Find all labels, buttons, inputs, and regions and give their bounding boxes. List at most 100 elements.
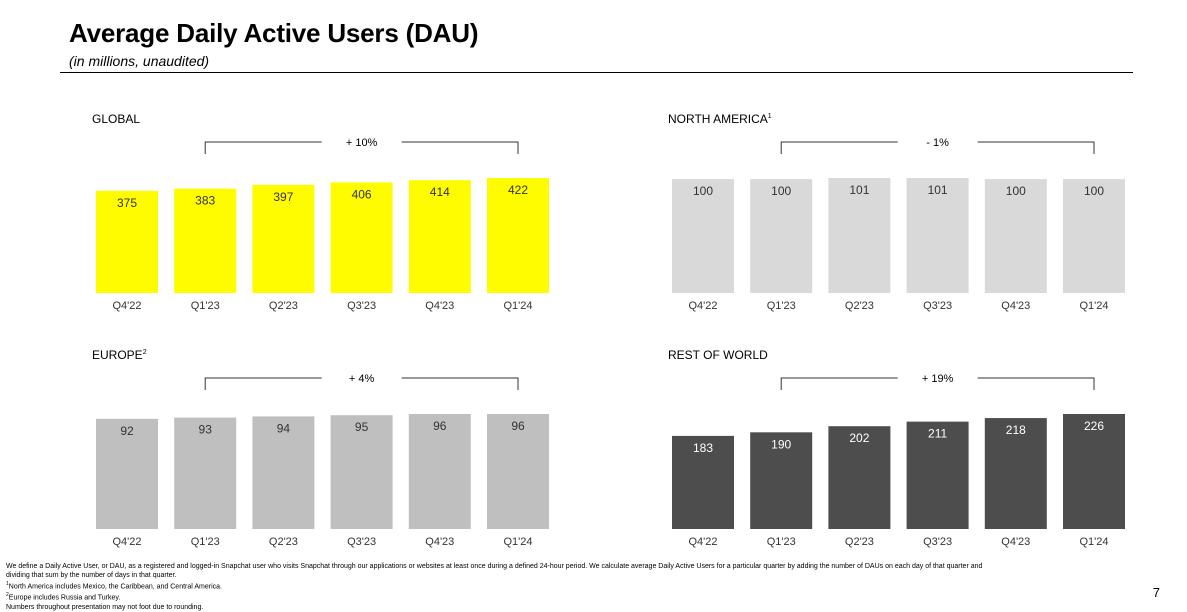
bar [252, 184, 315, 293]
bar [906, 178, 969, 293]
x-tick-label: Q4'23 [1001, 536, 1030, 548]
footnote-1-mark: 1 [6, 581, 9, 587]
bar [487, 178, 549, 293]
chart-title-text: GLOBAL [92, 112, 141, 126]
bar [1063, 179, 1125, 293]
x-tick-label: Q3'23 [347, 300, 376, 312]
chart-title-rest-of-world: REST OF WORLD [668, 348, 768, 362]
chart-title-superscript: 1 [767, 113, 772, 120]
data-label: 100 [771, 184, 791, 198]
footnote-2-mark: 2 [6, 592, 9, 599]
x-tick-label: Q4'22 [112, 300, 141, 312]
bar [252, 416, 315, 529]
bar [330, 182, 393, 293]
data-label: 190 [771, 437, 791, 451]
data-label: 95 [355, 420, 369, 434]
footnote-definition-cont: dividing that sum by the number of days … [6, 572, 177, 579]
x-tick-label: Q2'23 [269, 300, 298, 312]
data-label: 100 [1006, 184, 1026, 198]
x-tick-label: Q1'23 [767, 300, 796, 312]
bar [174, 188, 237, 293]
x-tick-label: Q3'23 [923, 536, 952, 548]
chart-title-europe: EUROPE2 [92, 348, 147, 362]
x-tick-label: Q1'24 [503, 536, 532, 548]
data-label: 375 [117, 196, 137, 210]
title-rule [60, 72, 1133, 73]
bar-chart: 92 Q4'22 93 Q1'23 94 Q2'23 95 Q3'23 96 Q4'23 96 Q1'… [96, 373, 549, 548]
page-number: 7 [1152, 585, 1160, 600]
growth-label: + 4% [349, 373, 375, 385]
x-tick-label: Q2'23 [269, 536, 298, 548]
growth-label: + 10% [346, 137, 378, 149]
bar-chart: 100 Q4'22 100 Q1'23 101 Q2'23 101 Q3'23 100 Q4'23… [672, 137, 1125, 312]
bar [408, 414, 471, 529]
x-tick-label: Q1'23 [191, 536, 220, 548]
x-tick-label: Q1'23 [191, 300, 220, 312]
x-tick-label: Q1'23 [767, 536, 796, 548]
growth-label: - 1% [926, 137, 949, 149]
chart-title-north-america: NORTH AMERICA1 [668, 112, 772, 126]
chart-title-text: NORTH AMERICA [668, 112, 768, 126]
x-tick-label: Q4'22 [688, 300, 717, 312]
growth-bracket [204, 141, 519, 154]
x-tick-label: Q4'22 [688, 536, 717, 548]
data-label: 183 [693, 441, 713, 455]
footnote-2-text: Europe includes Russia and Turkey. [8, 594, 121, 602]
data-label: 96 [511, 419, 525, 433]
footnote-rounding: Numbers throughout presentation may not … [6, 603, 204, 611]
chart-title-global: GLOBAL [92, 112, 140, 126]
data-label: 397 [273, 190, 293, 204]
chart-title-superscript: 2 [142, 349, 147, 356]
bar [330, 415, 393, 529]
bar [828, 178, 891, 293]
bar-chart: 183 Q4'22 190 Q1'23 202 Q2'23 211 Q3'23 218 Q4'23… [672, 373, 1125, 548]
bar [96, 190, 158, 293]
bar [750, 179, 813, 293]
footnote-2: 2Europe includes Russia and Turkey. [6, 591, 1146, 602]
footnote-1-text: North America includes Mexico, the Carib… [8, 583, 222, 591]
x-tick-label: Q2'23 [845, 536, 874, 548]
data-label: 93 [199, 423, 213, 437]
footnote-1: 1North America includes Mexico, the Cari… [6, 580, 1146, 591]
x-tick-label: Q4'23 [425, 300, 454, 312]
bar [408, 180, 471, 293]
bar [487, 414, 549, 529]
data-label: 92 [120, 424, 134, 438]
footnotes: We define a Daily Active User, or DAU, a… [6, 562, 1146, 612]
chart-title-text: REST OF WORLD [668, 348, 768, 362]
data-label: 383 [195, 194, 215, 208]
x-tick-label: Q3'23 [347, 536, 376, 548]
bar [672, 179, 734, 293]
bar [1063, 414, 1125, 529]
growth-bracket [204, 377, 519, 390]
x-tick-label: Q1'24 [1079, 300, 1108, 312]
footnote-definition: We define a Daily Active User, or DAU, a… [6, 563, 983, 570]
growth-label: + 19% [922, 373, 954, 385]
data-label: 94 [277, 421, 291, 435]
x-tick-label: Q2'23 [845, 300, 874, 312]
growth-bracket [780, 377, 1095, 390]
x-tick-label: Q3'23 [923, 300, 952, 312]
bar [750, 432, 813, 529]
page-subtitle: (in millions, unaudited) [69, 53, 210, 69]
data-label: 101 [928, 183, 948, 197]
growth-bracket [780, 141, 1095, 154]
data-label: 422 [508, 183, 528, 197]
data-label: 96 [433, 419, 447, 433]
data-label: 226 [1084, 419, 1104, 433]
x-tick-label: Q1'24 [503, 300, 532, 312]
bar-chart: 375 Q4'22 383 Q1'23 397 Q2'23 406 Q3'23 414 Q4'23… [96, 137, 549, 312]
bar [96, 418, 158, 529]
x-tick-label: Q4'22 [112, 536, 141, 548]
bar [828, 426, 891, 529]
data-label: 414 [430, 185, 450, 199]
chart-title-text: EUROPE [92, 348, 143, 362]
bar [174, 417, 237, 529]
data-label: 218 [1006, 423, 1026, 437]
data-label: 100 [693, 184, 713, 198]
data-label: 406 [352, 187, 372, 201]
data-label: 202 [849, 431, 869, 445]
bar [906, 421, 969, 529]
data-label: 101 [849, 183, 869, 197]
x-tick-label: Q4'23 [425, 536, 454, 548]
